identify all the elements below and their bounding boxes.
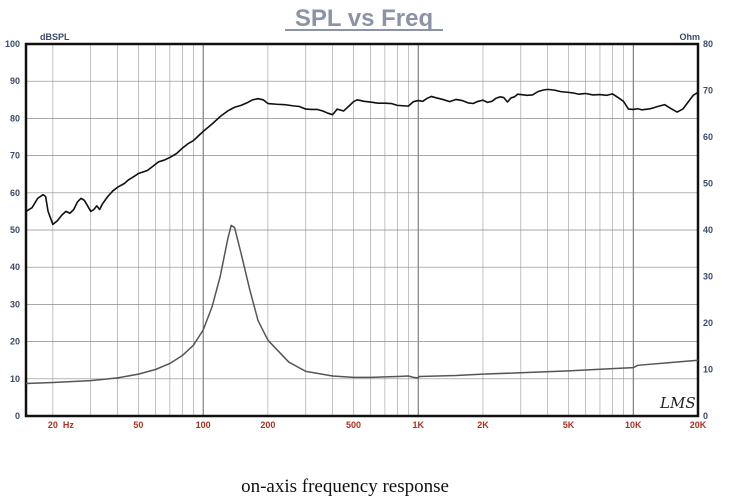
right-tick-label: 50	[703, 179, 713, 189]
x-unit-label: Hz	[63, 420, 74, 430]
left-tick-label: 10	[10, 374, 20, 384]
left-tick-label: 0	[15, 411, 20, 421]
x-tick-label: 10K	[625, 420, 642, 430]
x-tick-label: 5K	[563, 420, 575, 430]
left-axis-label: dBSPL	[40, 32, 70, 42]
x-tick-label: 100	[196, 420, 211, 430]
left-tick-label: 70	[10, 151, 20, 161]
left-tick-label: 80	[10, 113, 20, 123]
left-tick-label: 50	[10, 225, 20, 235]
x-tick-label: 50	[133, 420, 143, 430]
x-tick-label: 1K	[412, 420, 424, 430]
x-tick-label: 500	[346, 420, 361, 430]
spl-curve	[25, 88, 699, 226]
left-tick-label: 20	[10, 337, 20, 347]
right-tick-label: 0	[703, 411, 708, 421]
right-tick-label: 80	[703, 39, 713, 49]
figure-caption: on-axis frequency response	[241, 476, 449, 497]
right-tick-label: 70	[703, 86, 713, 96]
plot-grid	[26, 43, 699, 417]
right-tick-label: 60	[703, 132, 713, 142]
impedance-curve	[25, 224, 699, 385]
x-tick-label: 20K	[690, 420, 707, 430]
right-tick-label: 20	[703, 318, 713, 328]
x-tick-label: 2K	[477, 420, 489, 430]
plot-curves	[25, 88, 699, 385]
right-tick-label: 30	[703, 272, 713, 282]
axis-ticks: 0 10 20 30 40 50 60 70 80 90 100 0 10 20 30 40 50 60 70 80 2…	[5, 39, 713, 430]
right-axis-label: Ohm	[679, 32, 700, 42]
plot-border	[24, 42, 700, 418]
left-tick-label: 60	[10, 188, 20, 198]
left-tick-label: 100	[5, 39, 20, 49]
right-tick-label: 40	[703, 225, 713, 235]
chart-title: SPL vs Freq	[295, 5, 433, 32]
left-tick-label: 30	[10, 299, 20, 309]
left-tick-label: 40	[10, 262, 20, 272]
x-tick-label: 200	[260, 420, 275, 430]
lms-logo: LMS	[659, 394, 696, 412]
right-tick-label: 10	[703, 365, 713, 375]
plot-frame	[24, 42, 700, 418]
left-tick-label: 90	[10, 76, 20, 86]
x-tick-label: 20	[48, 420, 58, 430]
